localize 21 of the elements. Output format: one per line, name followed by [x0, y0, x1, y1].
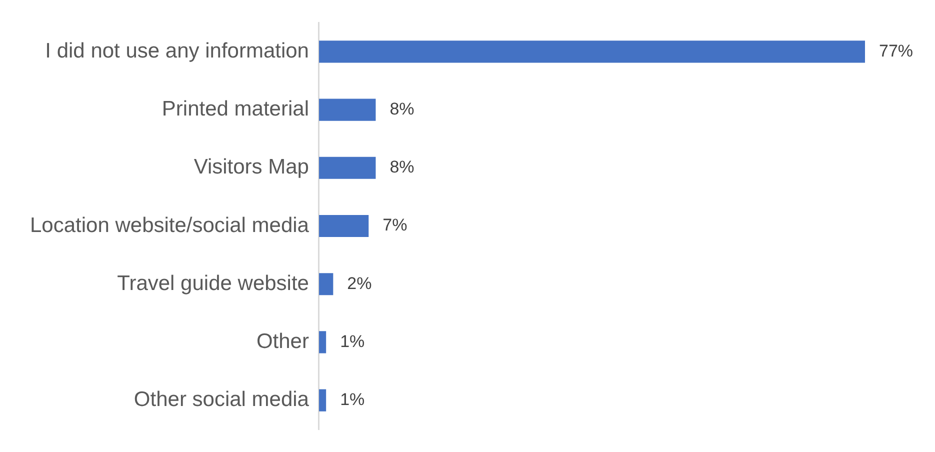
data-label: 1%	[340, 332, 365, 351]
y-tick-label: Other social media	[134, 388, 310, 412]
data-label: 1%	[340, 390, 365, 410]
data-label: 7%	[382, 216, 408, 235]
bar	[318, 214, 369, 238]
data-label: 2%	[347, 274, 372, 293]
bar	[318, 40, 865, 63]
data-label: 8%	[390, 99, 414, 118]
bar	[318, 98, 376, 121]
bar	[318, 389, 326, 412]
y-tick-label: I did not use any information	[45, 39, 309, 62]
bar	[318, 331, 326, 354]
data-label: 77%	[879, 41, 914, 60]
y-tick-label: Visitors Map	[194, 156, 309, 179]
bar	[318, 156, 376, 179]
y-tick-label: Travel guide website	[117, 272, 309, 295]
bar	[318, 273, 334, 296]
data-label: 8%	[390, 158, 414, 177]
y-tick-label: Other	[256, 330, 309, 354]
y-tick-label: Printed material	[162, 98, 309, 121]
y-tick-label: Location website/social media	[30, 214, 310, 237]
